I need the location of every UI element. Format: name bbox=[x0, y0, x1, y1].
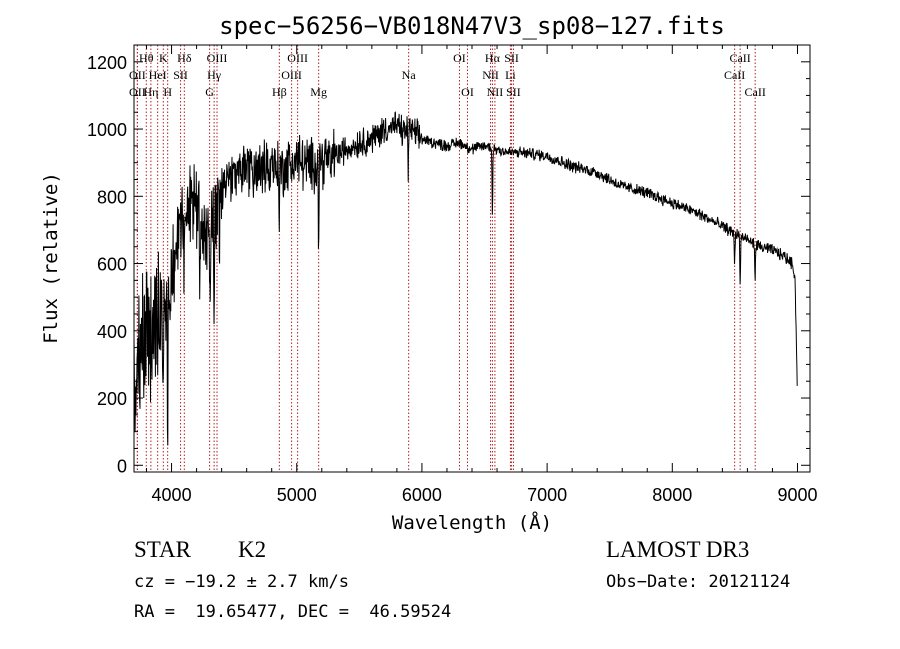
line-marker-label: OII bbox=[129, 85, 146, 99]
object-class: STAR bbox=[134, 537, 191, 562]
line-marker-label: Na bbox=[402, 68, 417, 82]
axis-ticks: 4000 5000 6000 7000 8000 9000 0 200 400 600 800 100… bbox=[87, 45, 818, 505]
x-tick-label: 9000 bbox=[777, 485, 817, 505]
obs-date: Obs−Date: 20121124 bbox=[606, 572, 791, 592]
line-marker-label: H bbox=[163, 85, 172, 99]
line-marker-label: Hβ bbox=[272, 85, 287, 99]
line-marker-label: Hη bbox=[143, 85, 158, 99]
coordinates: RA = 19.65477, DEC = 46.59524 bbox=[134, 602, 452, 622]
line-marker-label: Hα bbox=[485, 51, 501, 65]
line-marker-label: Mg bbox=[310, 85, 327, 99]
line-marker-labels: OIIOIIHθHηHeIKHSIIHδGHγOIIIHβOIIIOIIIMgN… bbox=[129, 51, 766, 99]
line-marker-label: Li bbox=[505, 68, 516, 82]
line-marker-label: OIII bbox=[287, 51, 308, 65]
y-axis-label: Flux (relative) bbox=[40, 172, 62, 344]
line-marker-label: OI bbox=[461, 85, 474, 99]
line-marker-label: SII bbox=[504, 51, 519, 65]
line-marker-label: NII bbox=[487, 85, 504, 99]
x-tick-label: 8000 bbox=[652, 485, 692, 505]
spectrum-line bbox=[133, 111, 798, 446]
y-tick-label: 600 bbox=[97, 255, 127, 275]
line-marker-label: CaII bbox=[745, 85, 766, 99]
line-marker-label: SII bbox=[506, 85, 521, 99]
y-tick-label: 200 bbox=[97, 389, 127, 409]
line-marker-label: NII bbox=[482, 68, 499, 82]
x-axis-label: Wavelength (Å) bbox=[392, 511, 552, 534]
y-tick-label: 800 bbox=[97, 187, 127, 207]
y-tick-label: 1200 bbox=[87, 53, 127, 73]
line-marker-label: HeI bbox=[149, 68, 167, 82]
plot-frame bbox=[133, 44, 811, 473]
line-marker-label: Hγ bbox=[207, 68, 222, 82]
line-marker-label: Hθ bbox=[139, 51, 154, 65]
line-marker-label: OIII bbox=[207, 51, 228, 65]
line-marker-label: CaII bbox=[724, 68, 745, 82]
line-marker-label: SII bbox=[173, 68, 188, 82]
line-marker-label: OII bbox=[129, 68, 146, 82]
spectrum-series bbox=[133, 111, 798, 446]
y-tick-label: 1000 bbox=[87, 120, 127, 140]
x-tick-label: 4000 bbox=[152, 485, 192, 505]
line-marker-label: CaII bbox=[729, 51, 750, 65]
line-marker-label: K bbox=[159, 51, 168, 65]
redshift-cz: cz = −19.2 ± 2.7 km/s bbox=[134, 572, 349, 592]
line-marker-label: Hδ bbox=[177, 51, 192, 65]
x-tick-label: 7000 bbox=[527, 485, 567, 505]
y-tick-label: 400 bbox=[97, 322, 127, 342]
line-markers bbox=[136, 45, 756, 472]
chart-title: spec−56256−VB018N47V3_sp08−127.fits bbox=[219, 12, 725, 40]
x-tick-label: 6000 bbox=[402, 485, 442, 505]
object-subclass: K2 bbox=[238, 537, 267, 562]
line-marker-label: OIII bbox=[281, 68, 302, 82]
line-marker-label: G bbox=[205, 85, 214, 99]
x-tick-label: 5000 bbox=[277, 485, 317, 505]
line-marker-label: OI bbox=[453, 51, 466, 65]
y-tick-label: 0 bbox=[117, 456, 127, 476]
survey-name: LAMOST DR3 bbox=[606, 537, 750, 562]
